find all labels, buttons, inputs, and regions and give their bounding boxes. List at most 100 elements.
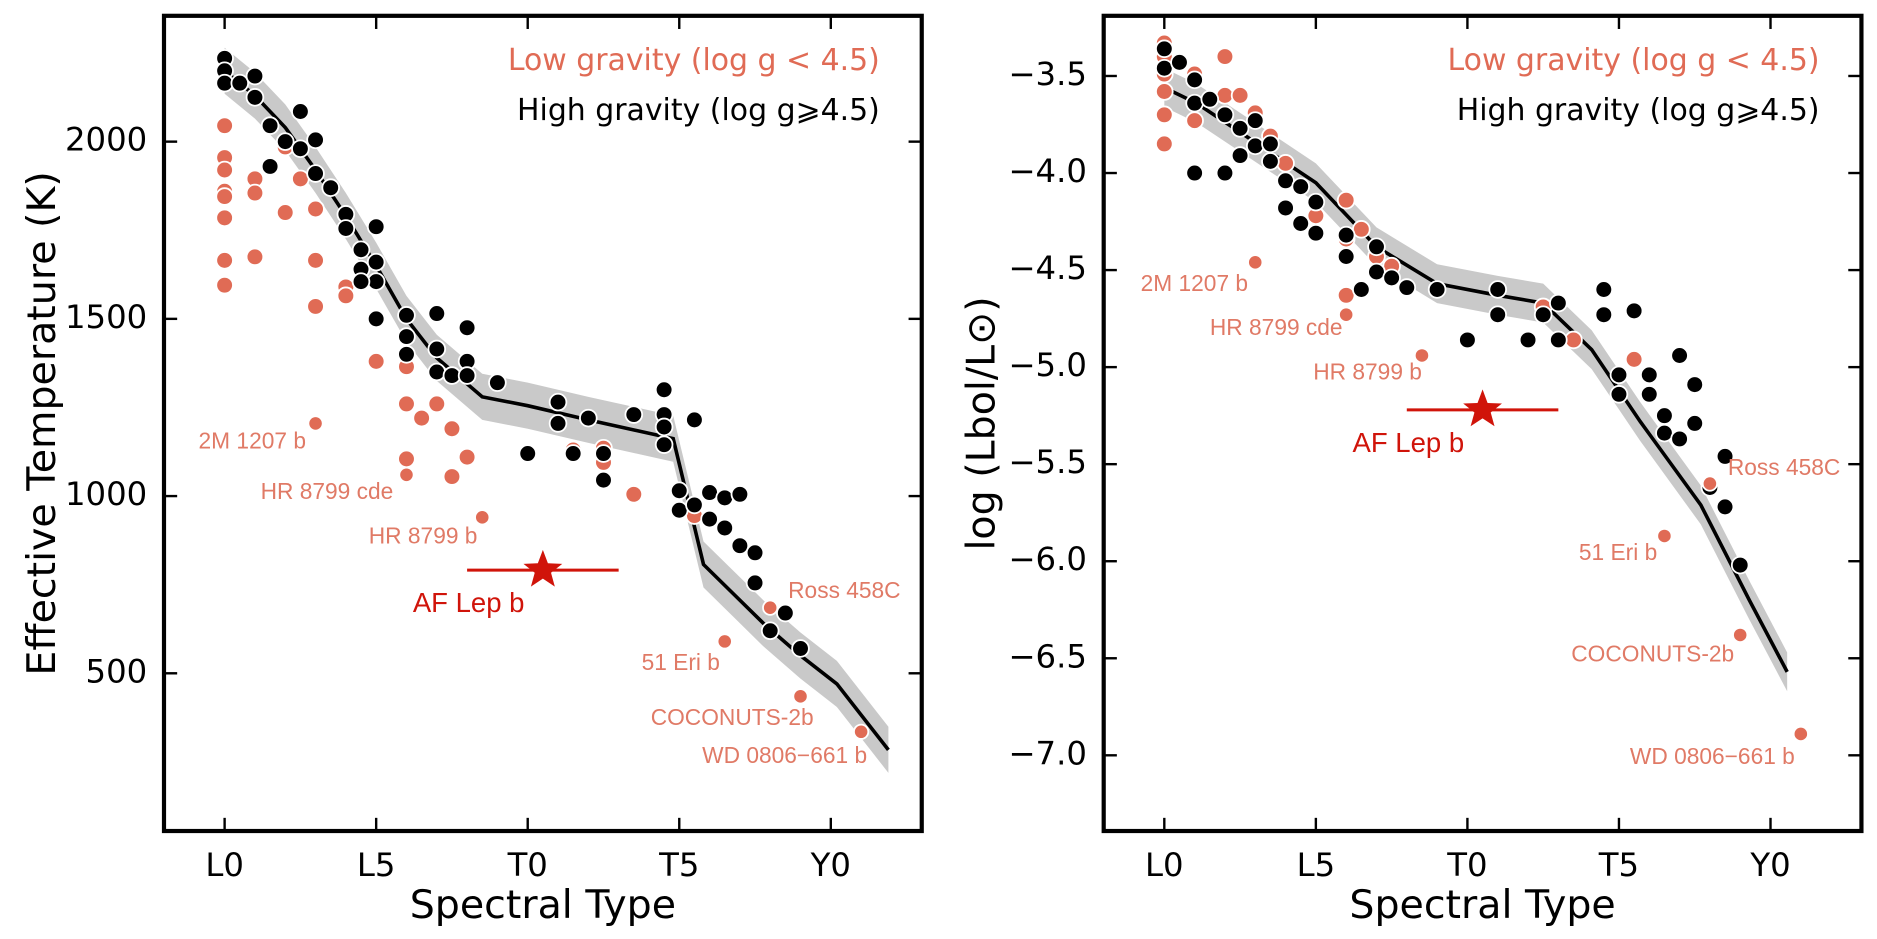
data-point (442, 419, 462, 439)
data-point (624, 485, 644, 504)
data-point (397, 327, 416, 346)
annotation-label: 51 Eri b (642, 649, 720, 675)
y-tick-label: −7.0 (1008, 734, 1086, 772)
data-point (260, 157, 280, 176)
data-point (366, 272, 386, 291)
data-point (730, 485, 750, 504)
annotated-point (1656, 527, 1673, 545)
data-point (1155, 105, 1174, 125)
x-tick-label: T5 (658, 846, 699, 884)
data-point (366, 352, 386, 371)
data-point (275, 203, 295, 222)
data-point (291, 169, 310, 189)
x-tick-label: L0 (205, 846, 244, 884)
plot-area (215, 47, 890, 773)
annotated-point (1701, 475, 1718, 492)
data-point (366, 217, 386, 236)
data-point (1200, 89, 1220, 109)
data-point (291, 139, 310, 159)
data-point (700, 483, 719, 502)
axes-frame (1101, 13, 1864, 834)
data-point (685, 495, 704, 515)
data-point (1685, 414, 1705, 433)
data-point (1670, 346, 1689, 365)
data-point (427, 394, 447, 414)
data-point (654, 417, 674, 437)
data-point (397, 345, 416, 364)
data-point (1594, 305, 1614, 324)
annotation-label: 51 Eri b (1579, 539, 1657, 565)
data-point (397, 306, 416, 325)
data-point (1564, 330, 1583, 350)
data-point (1458, 330, 1477, 350)
annotation-label: COCONUTS-2b (1571, 640, 1734, 666)
data-point (1291, 177, 1310, 196)
annotated-point (398, 466, 415, 483)
data-point (1245, 136, 1265, 156)
annotated-point (1338, 306, 1355, 323)
x-axis-label: Spectral Type (410, 882, 676, 928)
data-point (624, 405, 644, 424)
data-point (1427, 280, 1447, 299)
data-point (397, 449, 416, 469)
data-point (1230, 146, 1250, 165)
data-point (1155, 134, 1174, 154)
data-point (1306, 192, 1326, 212)
data-point (1624, 301, 1644, 321)
data-point (669, 500, 689, 520)
data-point (366, 309, 386, 329)
highlight-star (523, 549, 563, 587)
data-point (1670, 429, 1689, 449)
fit-line (1163, 86, 1789, 673)
data-point (215, 116, 234, 135)
data-point (1549, 293, 1568, 313)
data-point (442, 467, 462, 486)
data-point (321, 178, 340, 197)
annotated-point (1792, 725, 1809, 743)
data-point (215, 73, 234, 93)
data-point (1685, 375, 1705, 394)
data-point (245, 247, 265, 267)
data-point (215, 187, 234, 206)
data-point (412, 408, 431, 428)
y-tick-label: −6.5 (1008, 637, 1086, 675)
panel: 2M 1207 b HR 8799 cde HR 8799 b Ross 458C 51… (958, 13, 1864, 928)
x-axis-label: Spectral Type (1349, 882, 1615, 928)
data-point (306, 164, 325, 183)
y-tick-label: 2000 (65, 121, 147, 159)
panel: 2M 1207 b HR 8799 cde HR 8799 b Ross 458C 51… (19, 13, 924, 928)
annotated-point (1732, 626, 1749, 644)
data-point (1336, 190, 1356, 210)
annotation-label: 2M 1207 b (199, 428, 306, 454)
data-point (1276, 154, 1295, 173)
data-point (654, 380, 674, 400)
annotated-point (1413, 347, 1431, 364)
annotation-label: WD 0806−661 b (702, 742, 867, 768)
data-point (1215, 105, 1235, 125)
data-point (215, 208, 234, 228)
annotated-point (307, 415, 324, 432)
annotated-point (792, 688, 809, 705)
data-point (427, 304, 447, 323)
y-tick-label: −4.5 (1008, 249, 1086, 287)
data-point (1352, 220, 1371, 239)
legend-entry: Low gravity (log g < 4.5) (1448, 43, 1820, 78)
x-tick-label: L5 (1297, 846, 1336, 884)
data-point (306, 130, 325, 150)
annotation-label: Ross 458C (788, 577, 900, 603)
annotation-label: HR 8799 cde (1210, 314, 1343, 340)
annotated-point (853, 723, 870, 740)
data-point (245, 183, 265, 203)
x-tick-label: T0 (1446, 846, 1487, 884)
data-point (518, 444, 537, 463)
data-point (1215, 163, 1235, 183)
legend-entry: High gravity (log g⩾4.5) (517, 93, 880, 128)
fit-band (1164, 68, 1788, 692)
data-point (1639, 385, 1659, 404)
data-point (1518, 330, 1538, 350)
data-point (230, 73, 250, 93)
highlight-label: AF Lep b (1353, 427, 1465, 458)
data-point (1306, 223, 1326, 243)
annotation-label: WD 0806−661 b (1630, 743, 1795, 769)
data-point (579, 408, 598, 428)
